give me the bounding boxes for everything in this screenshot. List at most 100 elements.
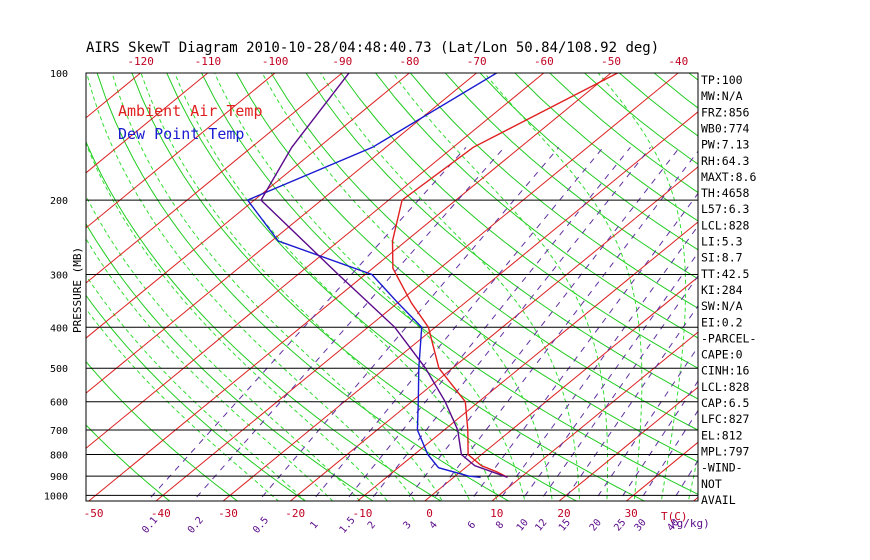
isotherm — [0, 73, 73, 506]
isotherm — [86, 73, 343, 284]
mixing-ratio-label: 4 — [428, 520, 440, 532]
index-label: AVAIL — [701, 493, 736, 507]
dry-adiabat — [444, 73, 698, 280]
index-label: LCL:828 — [701, 218, 750, 232]
isotherm — [558, 386, 698, 501]
index-label: LCL:828 — [701, 380, 750, 394]
mixing-ratio-line — [563, 304, 698, 501]
isotherm — [86, 73, 477, 394]
mixing-ratio-line — [431, 150, 698, 501]
mixing-ratio-label: 8 — [494, 520, 506, 532]
index-label: PW:7.13 — [701, 138, 750, 152]
index-label: MW:N/A — [701, 89, 743, 103]
mixing-ratio-line — [192, 146, 505, 501]
top-temp-tick-label: -80 — [400, 55, 420, 68]
plot-area — [0, 73, 870, 506]
mixing-ratio-line — [146, 146, 467, 501]
mixing-ratio-line — [672, 459, 698, 501]
ambient-air-temp-line — [391, 73, 619, 478]
mixing-ratio-label: 10 — [515, 517, 531, 533]
index-label: KI:284 — [701, 283, 743, 297]
pressure-tick-label: 1000 — [44, 491, 68, 502]
mixing-ratio-line — [498, 225, 698, 501]
mixing-ratio-line — [520, 252, 698, 501]
index-label: FRZ:856 — [701, 105, 750, 119]
top-temp-tick-label: -70 — [467, 55, 487, 68]
index-label: EI:0.2 — [701, 315, 743, 329]
top-temp-tick-label: -40 — [668, 55, 688, 68]
index-label: MAXT:8.6 — [701, 170, 756, 184]
index-label: TT:42.5 — [701, 267, 749, 281]
moist-adiabat — [392, 73, 609, 501]
dry-adiabat — [375, 73, 698, 339]
dry-adiabat — [514, 73, 698, 222]
pressure-tick-label: 200 — [50, 196, 68, 207]
index-label: EL:812 — [701, 428, 743, 442]
isotherm — [155, 73, 679, 501]
moist-adiabat — [140, 73, 471, 501]
dry-adiabat — [758, 73, 870, 506]
pressure-tick-label: 900 — [50, 472, 68, 483]
bottom-temp-tick-label: -50 — [84, 507, 104, 520]
y-axis-label: PRESSURE (MB) — [71, 247, 84, 333]
index-label: CINH:16 — [701, 364, 750, 378]
index-label: SI:8.7 — [701, 251, 743, 265]
mixing-ratio-line — [311, 146, 604, 501]
parcel-line — [260, 73, 508, 478]
mixing-ratio-unit: (g/kg) — [670, 517, 710, 530]
isotherm — [424, 276, 698, 501]
index-label: CAPE:0 — [701, 348, 743, 362]
top-temp-tick-label: -120 — [127, 55, 154, 68]
mixing-ratio-label: 2 — [366, 520, 378, 532]
top-temp-tick-label: -90 — [332, 55, 352, 68]
dry-adiabat — [653, 73, 698, 109]
dry-adiabat — [270, 73, 698, 431]
x-axis-label: T(C) — [661, 510, 688, 523]
index-label: CAP:6.5 — [701, 396, 749, 410]
isotherm — [86, 73, 410, 339]
pressure-tick-label: 800 — [50, 450, 68, 461]
axis-labels: 0.1 0.2 0.5 1 1.5 2 3 4 6 8 10 12 15 20 25 30 4010020030… — [44, 55, 757, 536]
dry-adiabat — [479, 73, 698, 251]
isotherm — [0, 73, 6, 506]
index-label: -PARCEL- — [701, 331, 756, 345]
chart-title: AIRS SkewT Diagram 2010-10-28/04:48:40.7… — [86, 40, 659, 56]
index-label: WB0:774 — [701, 121, 750, 135]
index-label: MPL:797 — [701, 444, 750, 458]
pressure-tick-label: 100 — [50, 69, 68, 80]
isotherm — [86, 73, 545, 449]
isotherm — [491, 331, 698, 501]
dry-adiabat — [409, 73, 698, 309]
mixing-ratio-label: 0.2 — [186, 515, 206, 536]
dew-point-temp-line — [246, 73, 498, 478]
top-temp-tick-label: -100 — [262, 55, 289, 68]
mixing-ratio-line — [539, 275, 698, 501]
pressure-tick-label: 600 — [50, 398, 68, 409]
index-label: TP:100 — [701, 73, 743, 87]
dry-adiabat — [235, 73, 698, 463]
index-label: RH:64.3 — [701, 154, 750, 168]
mixing-ratio-line — [405, 146, 681, 501]
dry-adiabat — [828, 73, 870, 506]
mixing-ratio-line — [369, 146, 651, 501]
bottom-temp-tick-label: -20 — [285, 507, 305, 520]
dry-adiabat — [340, 73, 698, 369]
dry-adiabat — [305, 73, 698, 400]
mixing-ratio-line — [469, 192, 698, 501]
plot-frame — [85, 72, 699, 502]
isotherm — [222, 111, 698, 501]
top-temp-tick-label: -60 — [534, 55, 554, 68]
bottom-temp-tick-label: 10 — [490, 507, 503, 520]
isotherm — [88, 73, 612, 501]
index-label: LFC:827 — [701, 412, 750, 426]
legend-ambient-air-temp: Ambient Air Temp — [118, 102, 263, 120]
bottom-temp-tick-label: 20 — [557, 507, 570, 520]
index-label: SW:N/A — [701, 299, 743, 313]
index-label: TH:4658 — [701, 186, 750, 200]
bottom-temp-tick-label: 0 — [426, 507, 433, 520]
pressure-tick-label: 700 — [50, 426, 68, 437]
dry-adiabat — [863, 73, 870, 506]
bottom-temp-tick-label: -10 — [352, 507, 372, 520]
mixing-ratio-label: 0.5 — [251, 515, 271, 536]
